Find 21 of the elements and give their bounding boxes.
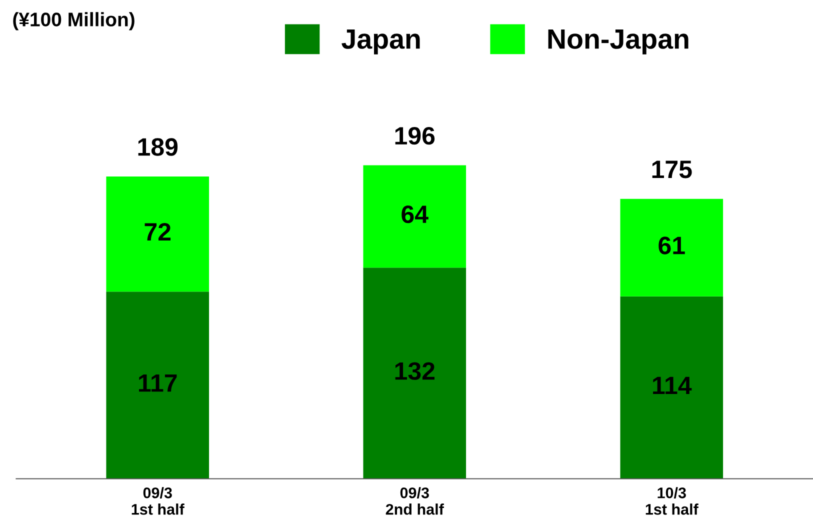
bar: [620, 198, 724, 296]
bar: [363, 165, 466, 268]
x-tick-label: 09/3 1st half: [132, 487, 184, 515]
data-label: 117: [139, 374, 177, 392]
x-tick-label: 09/3 2nd half: [386, 487, 444, 515]
legend-label: Japan: [342, 30, 420, 54]
bar: [106, 176, 210, 292]
total-label: 175: [652, 160, 692, 178]
data-label: 132: [395, 362, 434, 380]
text: (¥100 Million): [13, 12, 134, 30]
x-tick-label: 10/3 1st half: [646, 487, 698, 515]
data-label: 64: [402, 205, 428, 224]
data-label: 114: [653, 376, 692, 394]
bar: [106, 292, 210, 479]
bar: [363, 268, 466, 479]
bar: [620, 296, 724, 479]
legend-label: Non-Japan: [548, 30, 688, 54]
data-label: 72: [144, 223, 171, 240]
data-label: 61: [658, 236, 685, 254]
total-label: 196: [395, 126, 435, 145]
total-label: 189: [138, 138, 178, 156]
